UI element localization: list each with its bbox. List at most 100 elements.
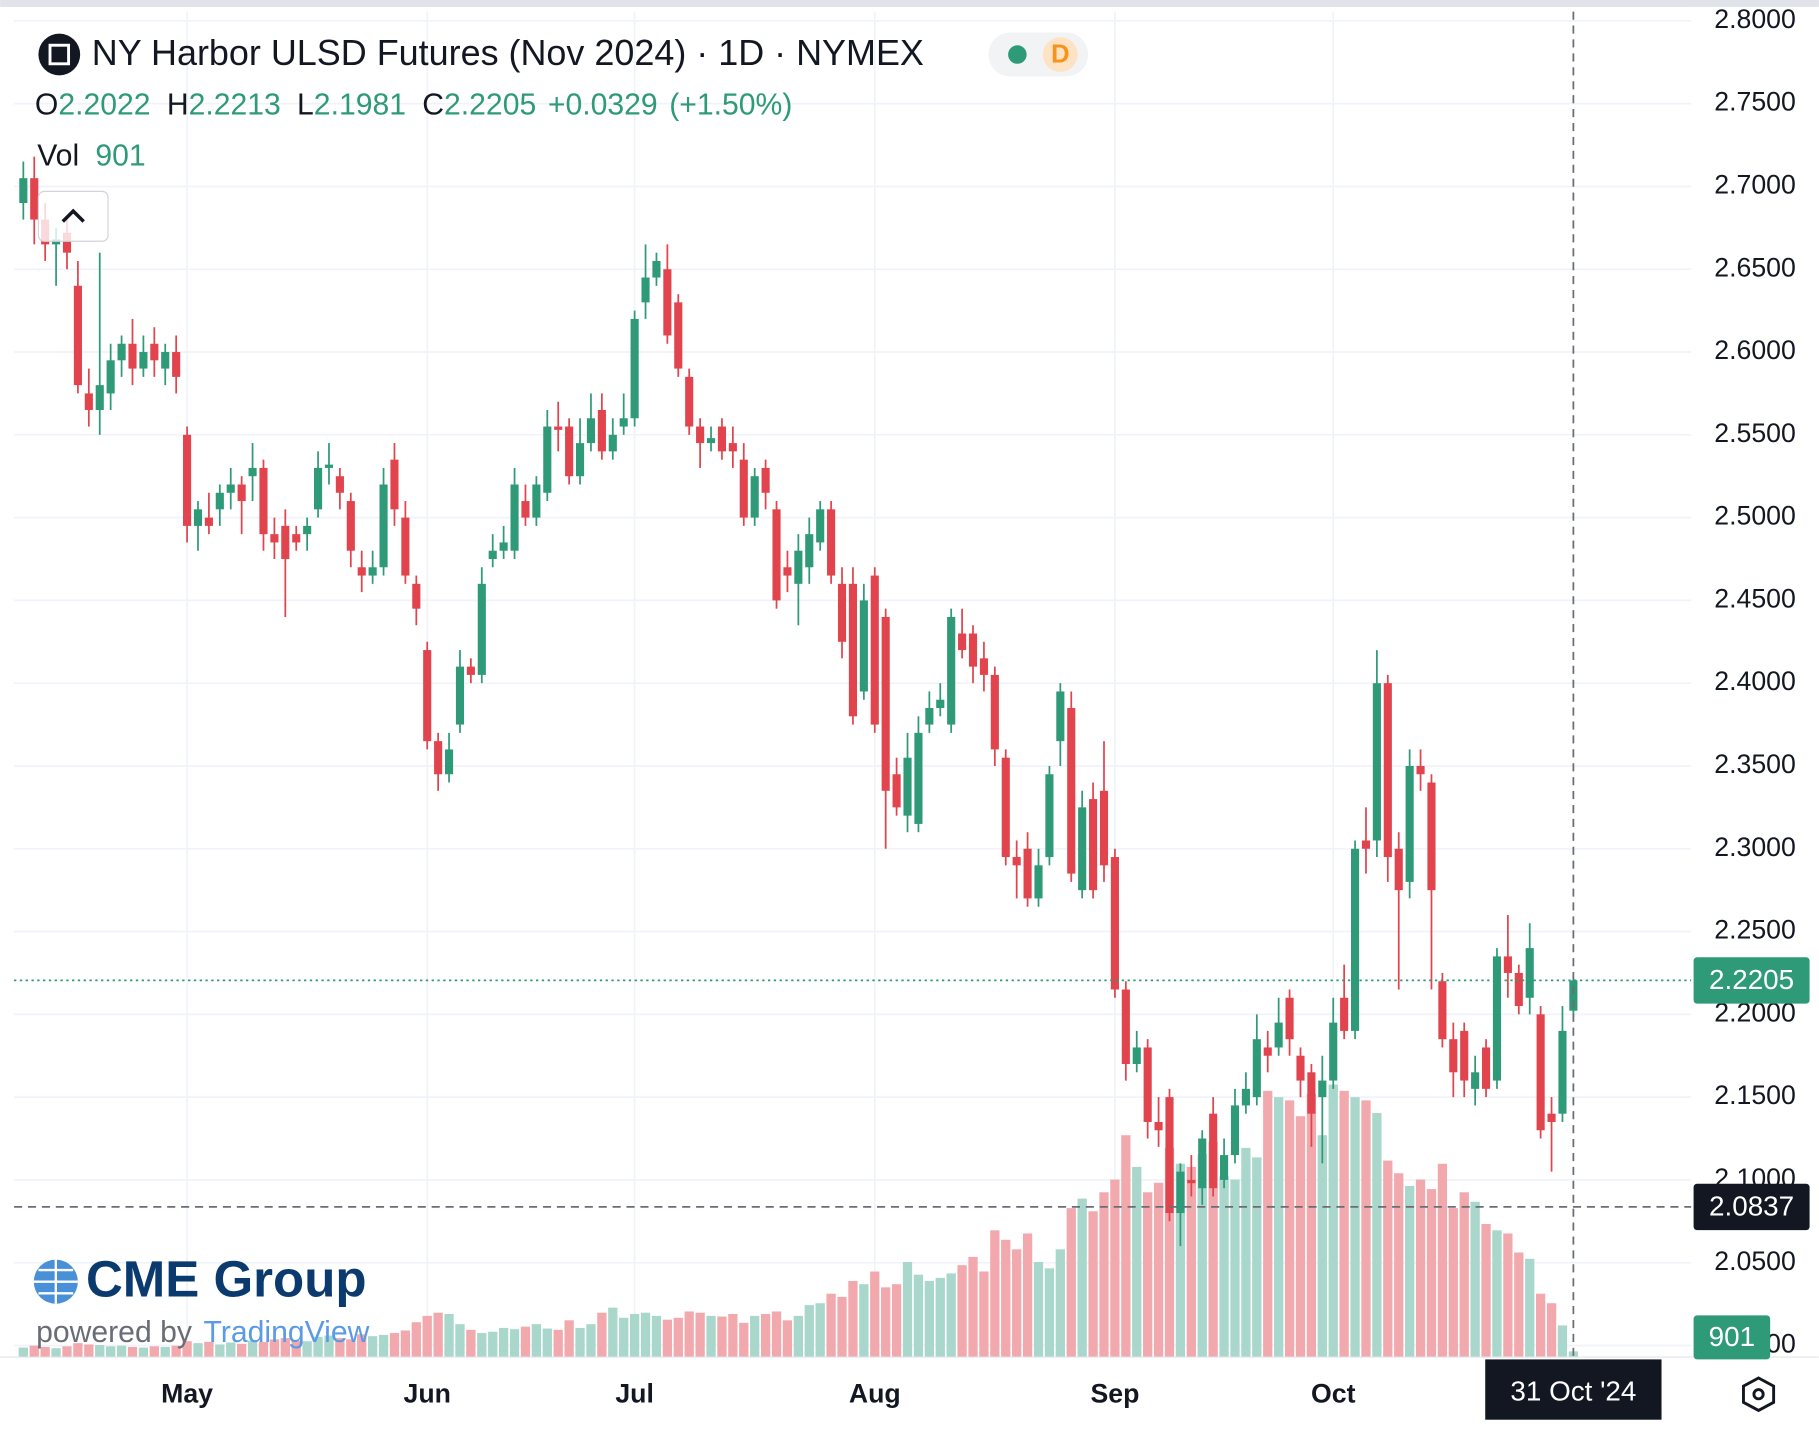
- candle-body: [128, 343, 137, 369]
- legend-high: 2.2213: [189, 89, 281, 122]
- legend-h: H: [167, 89, 189, 122]
- candle-body: [914, 732, 923, 824]
- candle-body: [423, 650, 432, 742]
- volume-bar: [902, 1262, 913, 1358]
- volume-bar: [1546, 1303, 1557, 1358]
- volume-bar: [302, 1341, 312, 1358]
- candle-body: [1481, 1047, 1491, 1089]
- volume-bar: [1012, 1249, 1022, 1358]
- y-tick-label: 2.6500: [1714, 252, 1796, 282]
- volume-bar: [1153, 1182, 1164, 1358]
- candle-body: [1154, 1121, 1163, 1131]
- volume-bar: [1339, 1090, 1349, 1358]
- symbol-logo-mark: [48, 43, 71, 66]
- volume-bar: [750, 1315, 760, 1358]
- volume-bar: [171, 1345, 181, 1358]
- candle-body: [1383, 683, 1392, 858]
- candle-body: [663, 269, 672, 336]
- volume-bar: [280, 1338, 290, 1358]
- candle-body: [1187, 1179, 1196, 1184]
- volume-bar: [324, 1335, 334, 1358]
- powered-by: powered by TradingView: [36, 1316, 370, 1349]
- candle-body: [990, 674, 999, 750]
- candle-body: [1252, 1039, 1261, 1098]
- symbol-logo: [38, 33, 81, 76]
- volume-bar: [619, 1317, 629, 1358]
- settings-icon[interactable]: [1742, 1376, 1776, 1413]
- candle-body: [368, 567, 377, 576]
- volume-bar: [1394, 1173, 1404, 1358]
- candle-body: [554, 426, 563, 430]
- candle-body: [1307, 1072, 1316, 1114]
- volume-bar: [979, 1271, 989, 1358]
- volume-bar: [204, 1341, 214, 1358]
- volume-bar: [368, 1336, 378, 1358]
- legend-l: L: [297, 89, 314, 122]
- volume-bar: [651, 1315, 662, 1358]
- volume-bar: [1470, 1201, 1480, 1358]
- volume-bar: [389, 1332, 400, 1358]
- volume-bar: [193, 1343, 203, 1358]
- volume-bar: [815, 1303, 825, 1358]
- candle-body: [761, 467, 770, 493]
- legend-open: 2.2022: [58, 89, 150, 122]
- badge-bg: [1042, 37, 1078, 72]
- settings-icon-dot: [1752, 1388, 1765, 1401]
- legend-o: O: [35, 89, 58, 122]
- volume-bar: [662, 1319, 673, 1358]
- volume-bar: [1132, 1166, 1142, 1358]
- volume-bar: [804, 1305, 814, 1358]
- candle-body: [226, 484, 235, 493]
- volume-bar: [1252, 1157, 1262, 1358]
- candle-body: [848, 583, 857, 717]
- candle-body: [444, 749, 454, 775]
- candle-body: [1416, 765, 1425, 775]
- status-dot: [1008, 45, 1027, 64]
- volume-bar: [640, 1312, 651, 1358]
- candle-body: [1351, 848, 1360, 1031]
- candle-body: [543, 426, 552, 493]
- volume-bar: [913, 1274, 924, 1358]
- candle-body: [95, 385, 104, 410]
- candle-body: [1558, 1030, 1567, 1114]
- candle-body: [19, 178, 28, 204]
- volume-bar: [1284, 1100, 1295, 1358]
- y-tick-label: 2.5000: [1714, 501, 1796, 531]
- candle-body: [477, 583, 486, 675]
- volume-bar: [1077, 1198, 1087, 1358]
- volume-bar: [127, 1346, 138, 1358]
- candle-body: [1263, 1047, 1272, 1056]
- y-tick-label: 2.3500: [1714, 749, 1796, 779]
- last-price-badge: [1693, 957, 1810, 1004]
- volume-bar: [924, 1281, 934, 1358]
- candle-body: [619, 418, 628, 427]
- candle-body: [1492, 956, 1502, 1081]
- candle-body: [1394, 848, 1403, 891]
- volume-bar: [1317, 1135, 1327, 1358]
- candle-body: [73, 285, 82, 386]
- volume-bar: [881, 1287, 891, 1358]
- volume-bar: [1001, 1239, 1011, 1358]
- volume-bar: [1415, 1179, 1426, 1358]
- volume-bar: [1033, 1262, 1044, 1358]
- volume-bar: [226, 1342, 236, 1358]
- volume-bar: [498, 1327, 509, 1358]
- candle-body: [1514, 972, 1523, 1007]
- volume-bar: [237, 1343, 247, 1358]
- candle-body: [696, 426, 705, 444]
- volume-bar: [728, 1313, 738, 1358]
- candle-body: [565, 426, 574, 477]
- volume-bar: [1492, 1230, 1502, 1358]
- candle-body: [270, 534, 279, 543]
- tradingview-text: TradingView: [204, 1316, 370, 1349]
- volume-badge: [1693, 1315, 1771, 1360]
- volume-bar: [870, 1271, 880, 1358]
- collapse-button[interactable]: [37, 190, 109, 242]
- volume-bar: [488, 1331, 498, 1358]
- volume-bar: [717, 1316, 727, 1358]
- candle-body: [521, 501, 530, 518]
- candle-body: [575, 443, 585, 477]
- x-tick-label: Oct: [1311, 1378, 1356, 1408]
- volume-bar: [1110, 1179, 1120, 1358]
